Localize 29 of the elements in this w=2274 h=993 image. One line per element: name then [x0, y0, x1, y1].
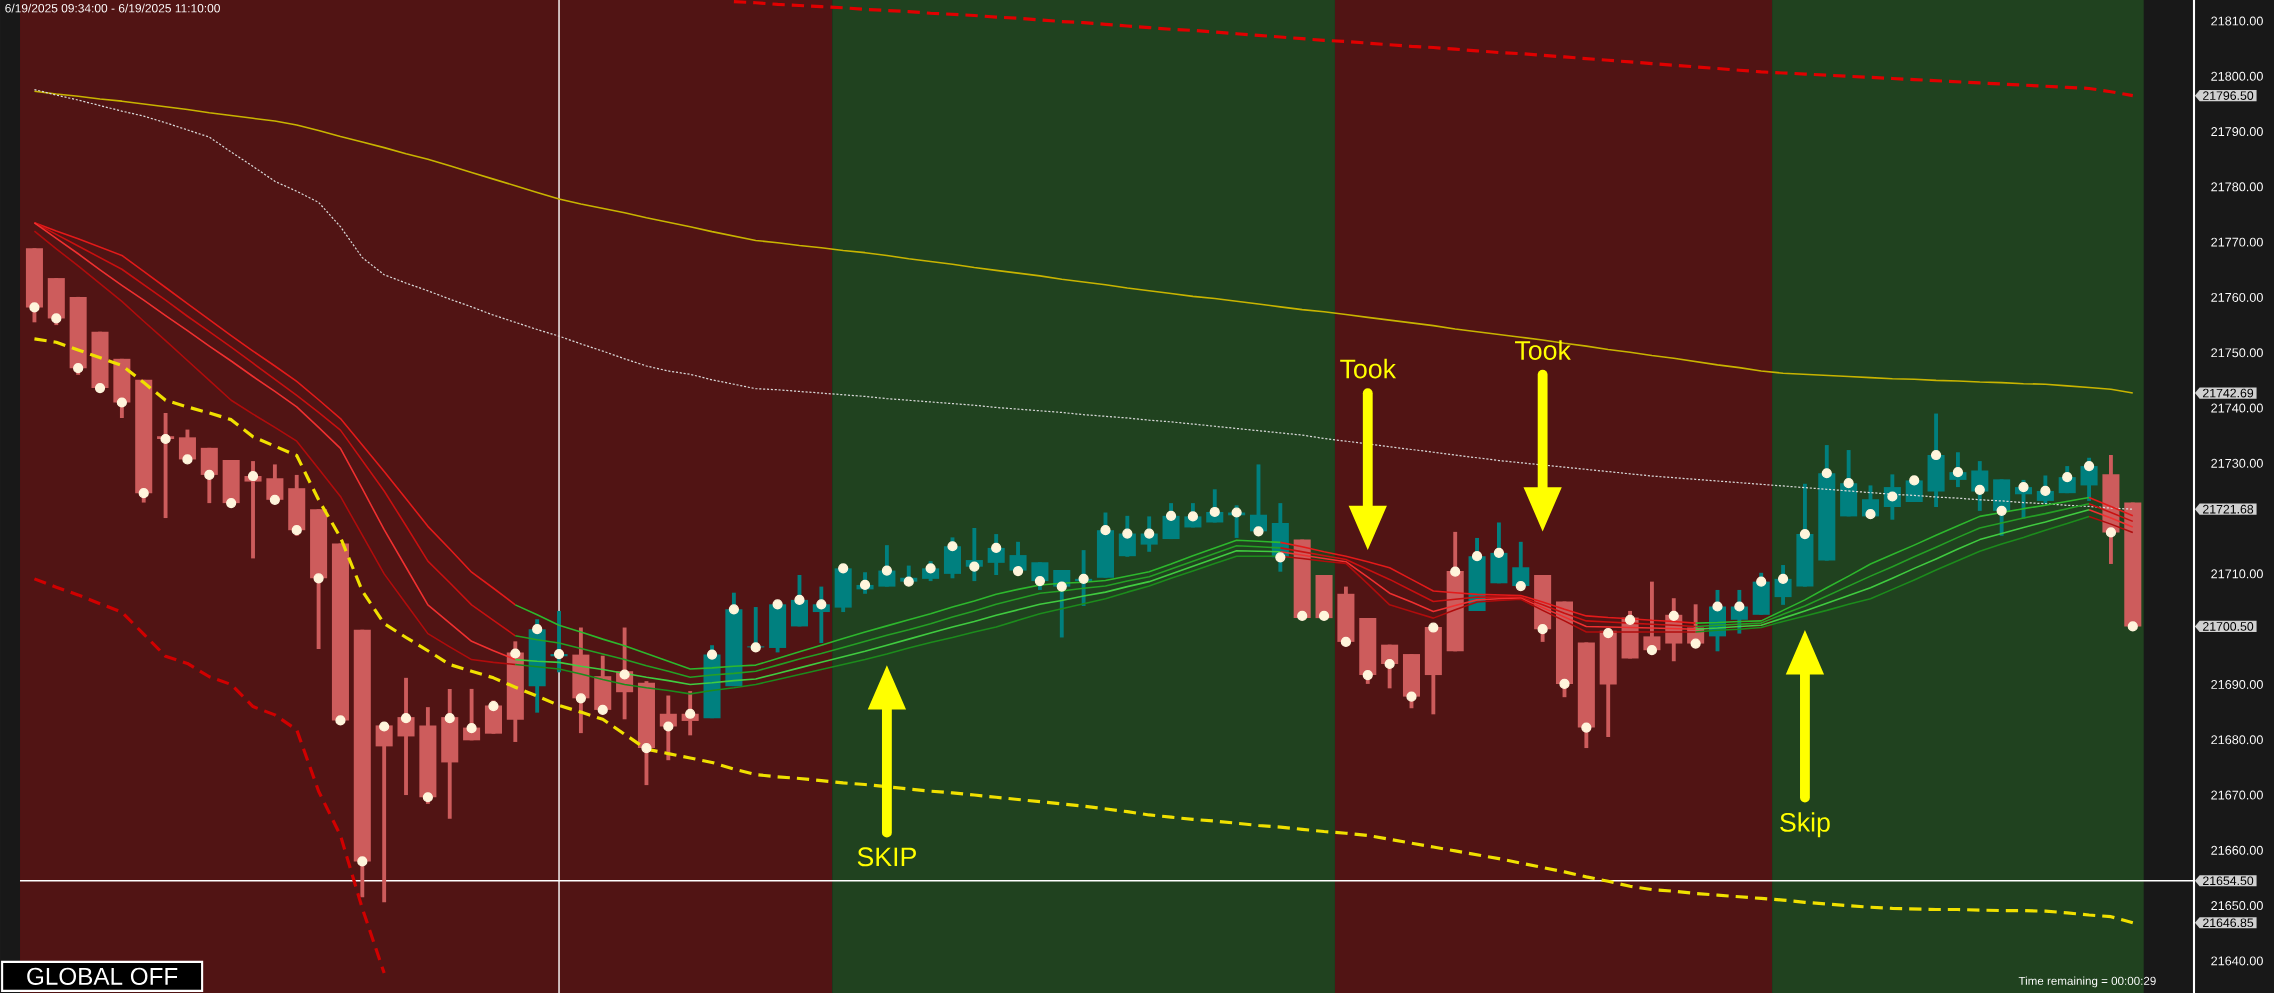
- annotation: GLOBAL OFF: [27, 967, 178, 985]
- y-tick-label: 21750.00: [2211, 348, 2263, 358]
- y-tick-label: 21690.00: [2211, 679, 2263, 689]
- y-tick-label: 21790.00: [2211, 127, 2263, 137]
- text: 21646.85: [2203, 918, 2254, 928]
- annotation: Took: [1515, 340, 1571, 360]
- y-tick-label: 21660.00: [2211, 845, 2263, 855]
- y-tick-label: 21680.00: [2211, 735, 2263, 745]
- annotation: Skip: [1780, 812, 1830, 838]
- text: 21742.69: [2203, 388, 2254, 398]
- y-tick-label: 21810.00: [2211, 16, 2263, 26]
- y-tick-label: 21740.00: [2211, 403, 2263, 413]
- y-tick-label: 21730.00: [2211, 458, 2263, 468]
- y-tick-label: 21780.00: [2211, 182, 2263, 192]
- y-tick-label: 21710.00: [2211, 569, 2263, 579]
- ref-line-label: 21654.50: [2203, 876, 2254, 886]
- text: 21700.50: [2203, 622, 2254, 631]
- annotation: Time remaining = 00:00:29: [2018, 976, 2156, 988]
- y-tick-label: 21760.00: [2211, 292, 2263, 302]
- annotation: Took: [1340, 358, 1397, 379]
- y-tick-label: 21640.00: [2211, 956, 2263, 966]
- text: 21721.68: [2203, 504, 2254, 514]
- text: 21796.50: [2203, 91, 2254, 100]
- y-tick-label: 21800.00: [2211, 71, 2263, 81]
- annotation: SKIP: [857, 847, 916, 867]
- y-tick-label: 21650.00: [2211, 901, 2263, 911]
- chart-title: 6/19/2025 09:34:00 - 6/19/2025 11:10:00: [5, 3, 220, 13]
- y-tick-label: 21770.00: [2211, 237, 2263, 247]
- y-tick-label: 21670.00: [2211, 790, 2263, 800]
